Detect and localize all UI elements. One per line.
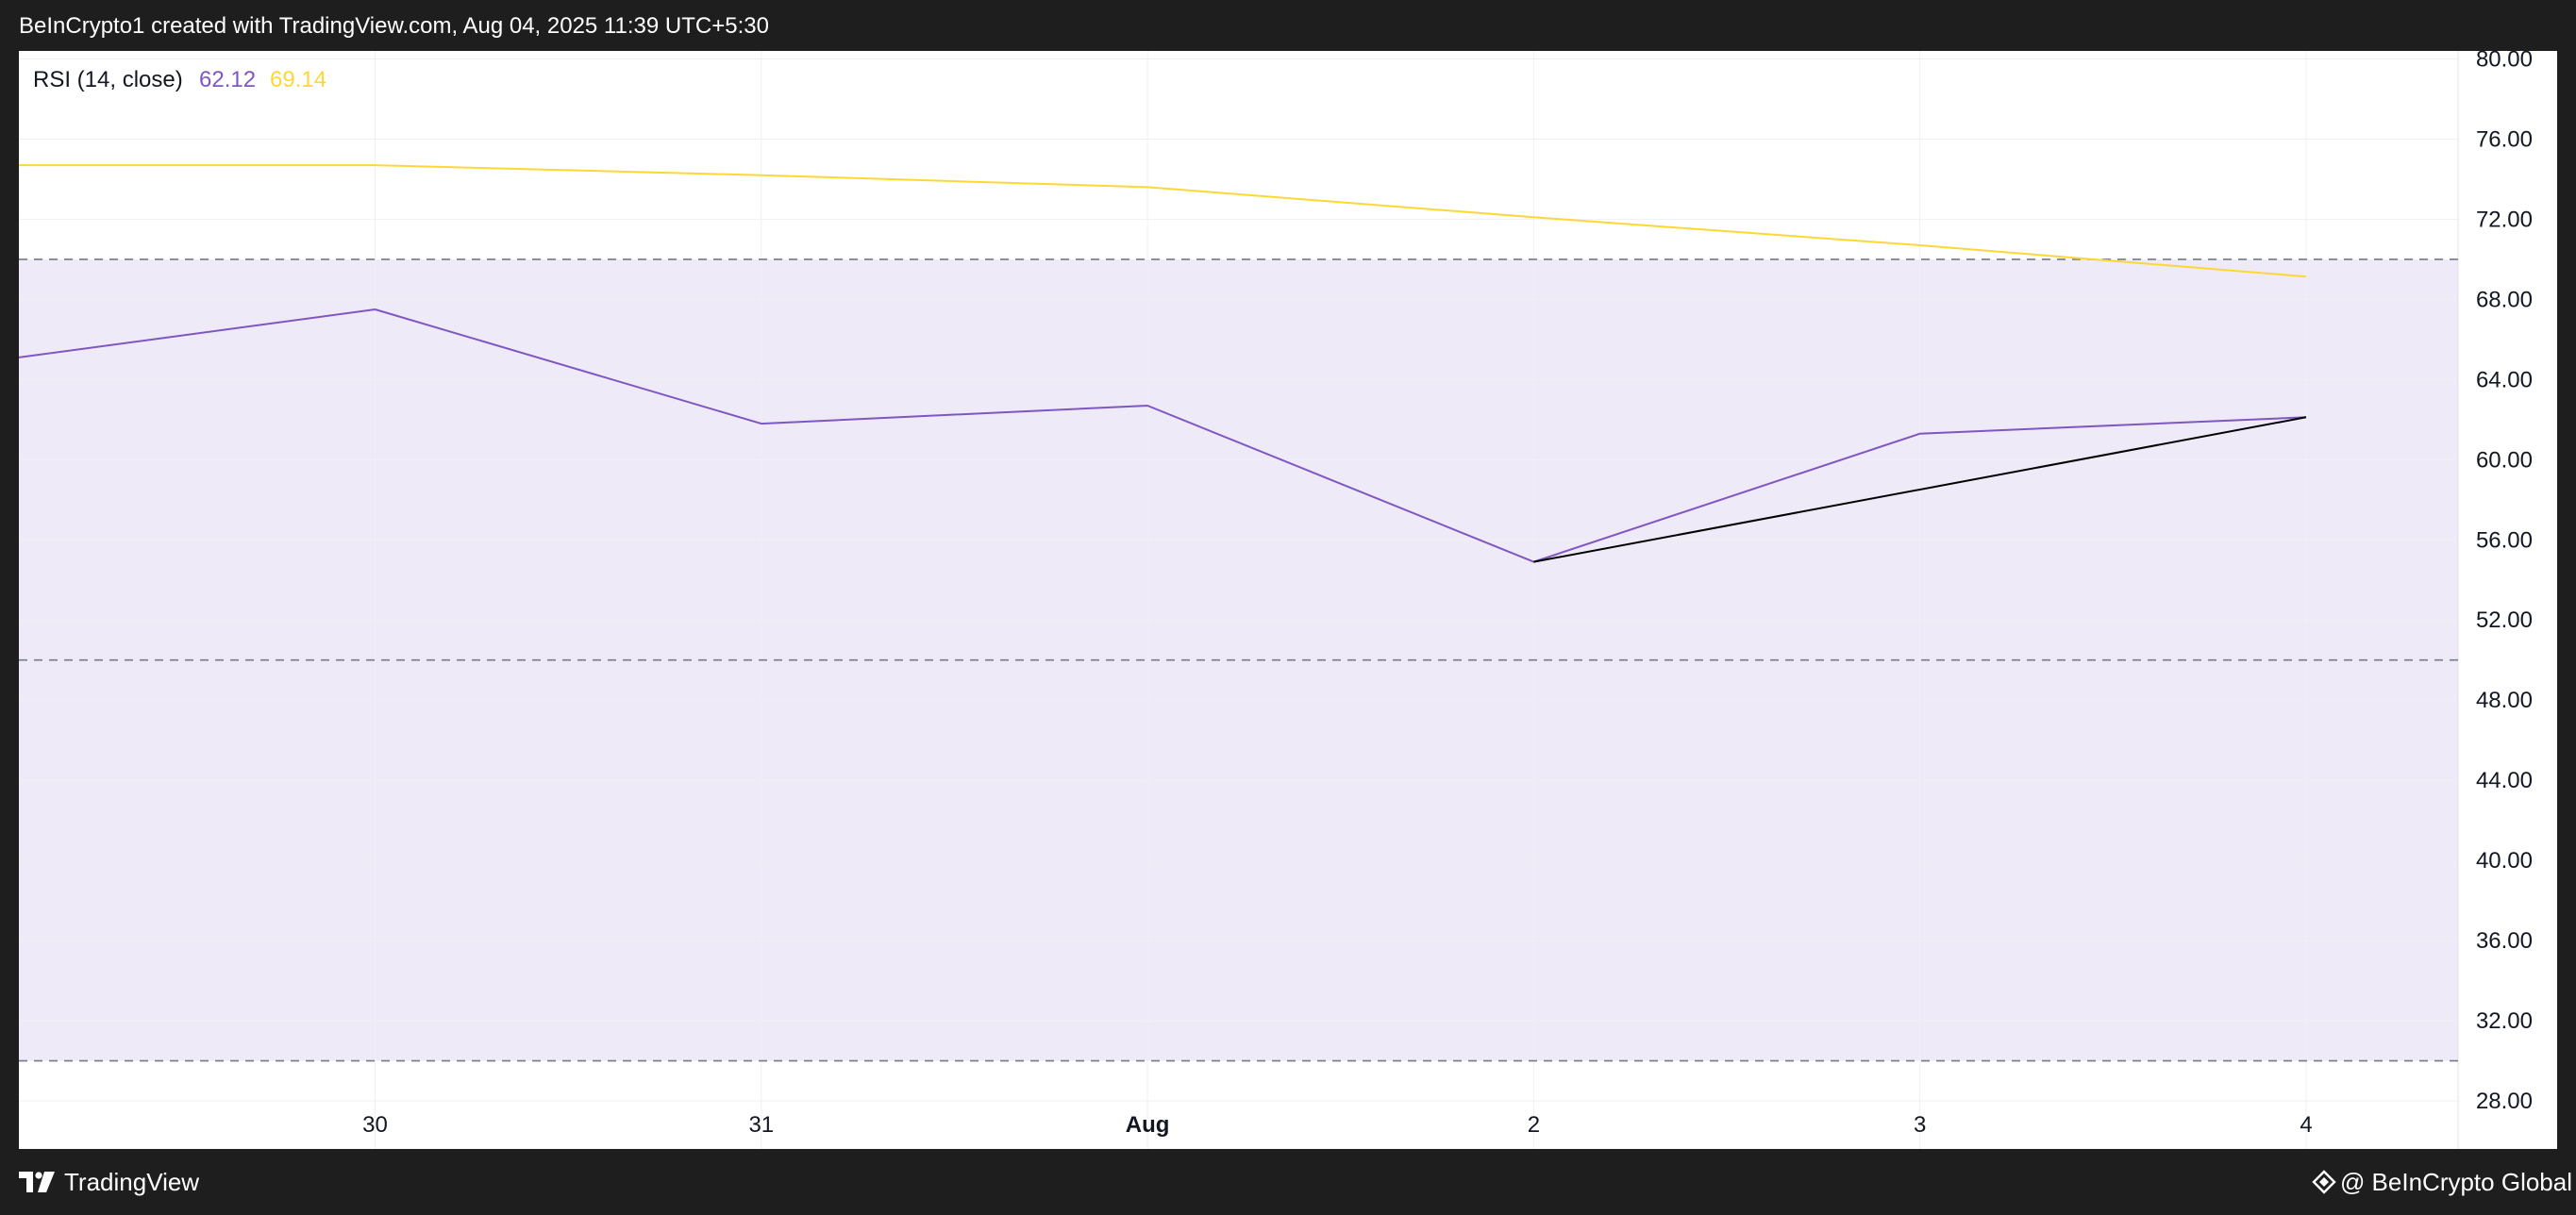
price-axis-tick-label: 72.00 xyxy=(2476,207,2533,232)
tradingview-logo[interactable]: TradingView xyxy=(19,1168,199,1196)
price-axis-tick-label: 64.00 xyxy=(2476,367,2533,392)
tradingview-logo-icon xyxy=(19,1172,55,1192)
overbought-oversold-band xyxy=(19,258,2458,1061)
price-axis-tick-label: 32.00 xyxy=(2476,1008,2533,1034)
legend-ma-value: 69.14 xyxy=(270,67,326,92)
price-axis-tick-label: 80.00 xyxy=(2476,51,2533,72)
chart-header: BeInCrypto1 created with TradingView.com… xyxy=(0,0,2576,51)
rsi-moving-average-line[interactable] xyxy=(0,164,2307,278)
price-axis-tick-label: 68.00 xyxy=(2476,287,2533,312)
price-axis-tick-label: 36.00 xyxy=(2476,928,2533,954)
trendline[interactable] xyxy=(1533,416,2307,563)
price-axis-tick-label: 56.00 xyxy=(2476,527,2533,553)
price-axis-tick-label: 48.00 xyxy=(2476,688,2533,713)
beincrypto-logo-icon xyxy=(2312,1170,2336,1194)
rsi-line[interactable] xyxy=(0,308,2307,563)
price-axis[interactable]: 80.00 76.00 72.00 68.00 64.00 60.00 56.00 52.00… xyxy=(2476,46,2533,1114)
price-axis-tick-label: 52.00 xyxy=(2476,608,2533,633)
credit-text: @ BeInCrypto Global xyxy=(2339,1168,2572,1196)
time-axis-tick-label: Aug xyxy=(1126,1112,1170,1138)
chart-legend: RSI (14, close) 62.12 69.14 xyxy=(33,67,326,92)
price-axis-tick-label: 76.00 xyxy=(2476,126,2533,152)
beincrypto-credit: @ BeInCrypto Global xyxy=(2312,1168,2572,1196)
chart-area[interactable]: 80.00 76.00 72.00 68.00 64.00 60.00 56.00 52.00… xyxy=(0,46,2557,1149)
chart-footer: TradingView @ BeInCrypto Global xyxy=(0,1149,2576,1215)
time-axis-tick-label: 4 xyxy=(2300,1112,2312,1138)
horizontal-gridlines xyxy=(19,58,2458,1102)
price-axis-tick-label: 28.00 xyxy=(2476,1089,2533,1114)
time-axis-tick-label: 2 xyxy=(1528,1112,1540,1138)
legend-label: RSI (14, close) xyxy=(33,67,183,92)
time-axis-tick-label: 30 xyxy=(362,1112,388,1138)
time-axis-tick-label: 3 xyxy=(1914,1112,1926,1138)
time-axis-tick-label: 31 xyxy=(748,1112,774,1138)
time-axis[interactable]: 30 31 Aug 2 3 4 xyxy=(362,1112,2313,1138)
price-axis-tick-label: 60.00 xyxy=(2476,447,2533,473)
header-caption: BeInCrypto1 created with TradingView.com… xyxy=(19,13,769,39)
vertical-gridlines xyxy=(375,51,2307,1149)
price-axis-tick-label: 40.00 xyxy=(2476,848,2533,874)
tradingview-brand: TradingView xyxy=(64,1168,200,1196)
price-axis-tick-label: 44.00 xyxy=(2476,768,2533,793)
series-lines xyxy=(0,164,2307,563)
legend-rsi-value: 62.12 xyxy=(199,67,256,92)
rsi-chart[interactable]: 80.00 76.00 72.00 68.00 64.00 60.00 56.00 52.00… xyxy=(0,46,2557,1149)
